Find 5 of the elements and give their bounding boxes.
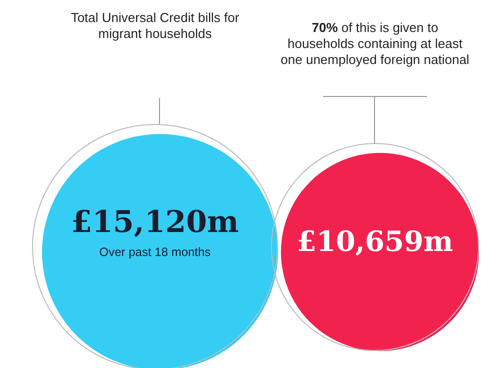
data-label: £15,120m	[70, 205, 240, 240]
category-label: 70% of this is given to households containing at least one unemployed foreign national	[280, 20, 470, 68]
text: Over past 18 months	[98, 245, 212, 259]
category-label: Total Universal Credit bills for migrant households	[70, 10, 240, 42]
data-label: £10,659m	[296, 225, 454, 258]
